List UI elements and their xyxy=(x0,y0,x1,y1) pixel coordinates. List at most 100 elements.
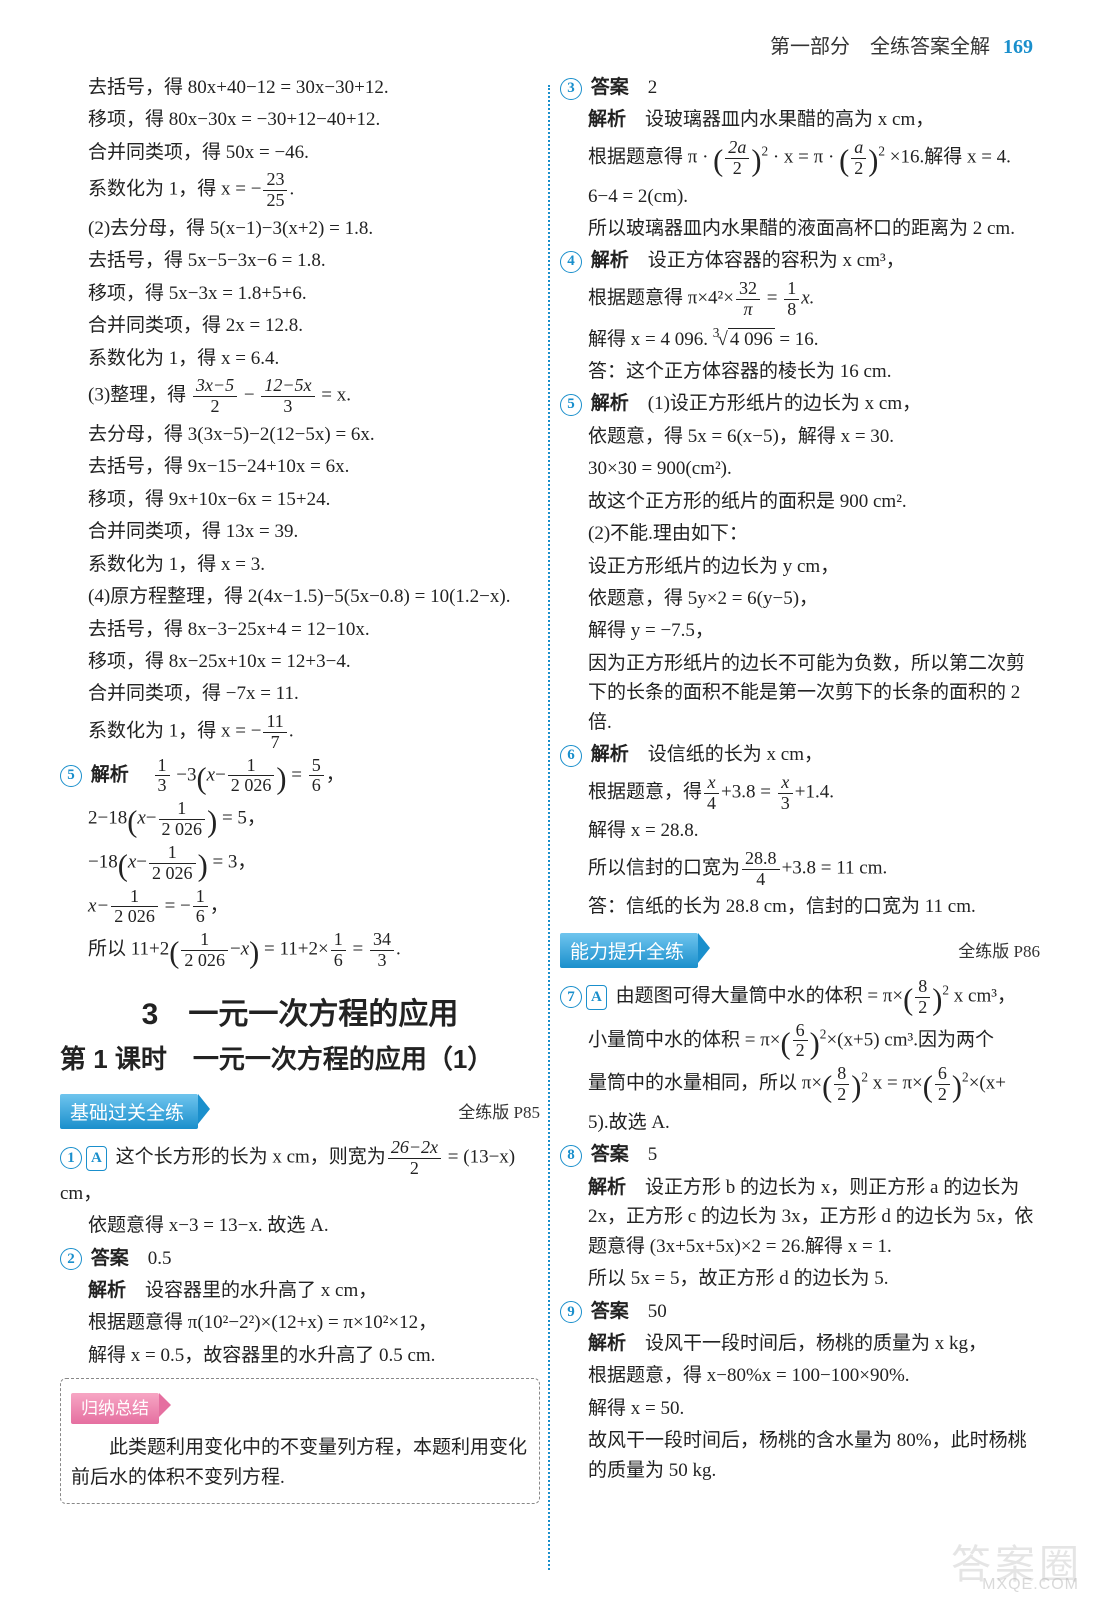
text-line: −18(x−12 026) = 3， xyxy=(60,843,540,884)
text-line: 根据题意得 π(10²−2²)×(12+x) = π×10²×12， xyxy=(60,1308,540,1337)
summary-box: 归纳总结 此类题利用变化中的不变量列方程，本题利用变化前后水的体积不变列方程. xyxy=(60,1378,540,1504)
page-ref: 全练版 P86 xyxy=(958,937,1040,962)
text-line: 所以玻璃器皿内水果醋的液面高杯口的距离为 2 cm. xyxy=(560,214,1040,243)
q7-line: 7A 由题图可得大量筒中水的体积 = π×(82)2 x cm³， xyxy=(560,977,1040,1018)
section-title: 3 一元一次方程的应用 xyxy=(60,989,540,1033)
keyword: 解析 xyxy=(591,744,629,765)
text-line: 系数化为 1，得 x = −117. xyxy=(60,712,540,753)
keyword: 答案 xyxy=(591,1301,629,1322)
question-number: 7 xyxy=(560,986,582,1008)
text-line: 所以信封的口宽为28.84+3.8 = 11 cm. xyxy=(560,849,1040,890)
text-line: 移项，得 5x−3x = 1.8+5+6. xyxy=(60,279,540,308)
question-number: 4 xyxy=(560,251,582,273)
text-line: 解得 x = 4 096. 3√4 096 = 16. xyxy=(560,323,1040,354)
text-line: 去分母，得 3(3x−5)−2(12−5x) = 6x. xyxy=(60,420,540,449)
question-number: 5 xyxy=(560,394,582,416)
text-line: 解析 设容器里的水升高了 x cm， xyxy=(60,1276,540,1305)
keyword: 答案 xyxy=(591,1144,629,1165)
page-body: 去括号，得 80x+40−12 = 30x−30+12. 移项，得 80x−30… xyxy=(0,0,1093,1600)
keyword: 解析 xyxy=(591,250,629,271)
q3-line: 3 答案 2 xyxy=(560,73,1040,102)
answer-choice: A xyxy=(86,1146,107,1171)
text-line: 答：这个正方体容器的棱长为 16 cm. xyxy=(560,357,1040,386)
text-line: (2)不能.理由如下： xyxy=(560,519,1040,548)
page-number: 169 xyxy=(1003,36,1033,58)
text-line: 移项，得 9x+10x−6x = 15+24. xyxy=(60,485,540,514)
text-line: 解析 设正方形 b 的边长为 x，则正方形 a 的边长为 2x，正方形 c 的边… xyxy=(560,1173,1040,1261)
text-line: 答：信纸的长为 28.8 cm，信封的口宽为 11 cm. xyxy=(560,892,1040,921)
text-line: 根据题意，得 x−80%x = 100−100×90%. xyxy=(560,1361,1040,1390)
text-line: 所以 11+2(12 026−x) = 11+2×16 = 343. xyxy=(60,930,540,971)
text-line: 合并同类项，得 −7x = 11. xyxy=(60,679,540,708)
text-line: 系数化为 1，得 x = 3. xyxy=(60,550,540,579)
chip-row: 基础过关全练 全练版 P85 xyxy=(60,1086,540,1135)
q2-line: 2 答案 0.5 xyxy=(60,1244,540,1273)
chip-ability: 能力提升全练 xyxy=(560,933,698,968)
text-line: (3)整理，得 3x−52 − 12−5x3 = x. xyxy=(60,376,540,417)
keyword: 解析 xyxy=(91,764,129,785)
answer-choice: A xyxy=(586,985,607,1010)
text-line: 根据题意得 π · (2a2)2 · x = π · (a2)2 ×16.解得 … xyxy=(560,138,1040,179)
text-line: 5).故选 A. xyxy=(560,1108,1040,1137)
keyword: 答案 xyxy=(591,77,629,98)
text-line: 2−18(x−12 026) = 5， xyxy=(60,799,540,840)
question-number: 3 xyxy=(560,78,582,100)
text-line: x−12 026 = −16， xyxy=(60,887,540,928)
lesson-title: 第 1 课时 一元一次方程的应用（1） xyxy=(60,1039,540,1076)
text-line: 解析 设玻璃器皿内水果醋的高为 x cm， xyxy=(560,105,1040,134)
text-line: 去括号，得 8x−3−25x+4 = 12−10x. xyxy=(60,615,540,644)
text-line: 去括号，得 9x−15−24+10x = 6x. xyxy=(60,452,540,481)
question-number: 2 xyxy=(60,1248,82,1270)
part-label: 第一部分 全练答案全解 xyxy=(770,36,990,58)
text-line: 去括号，得 5x−5−3x−6 = 1.8. xyxy=(60,246,540,275)
text-line: 根据题意得 π×4²×32π = 18x. xyxy=(560,279,1040,320)
q5-line: 5 解析 (1)设正方形纸片的边长为 x cm， xyxy=(560,389,1040,418)
q5-line: 5 解析 13 −3(x−12 026) = 56， xyxy=(60,756,540,797)
text-line: 解得 x = 0.5，故容器里的水升高了 0.5 cm. xyxy=(60,1341,540,1370)
text-line: 解得 x = 50. xyxy=(560,1394,1040,1423)
text-line: 30×30 = 900(cm²). xyxy=(560,454,1040,483)
column-divider xyxy=(548,85,550,1570)
text-line: 依题意得 x−3 = 13−x. 故选 A. xyxy=(60,1211,540,1240)
text-line: 解析 设风干一段时间后，杨桃的质量为 x kg， xyxy=(560,1329,1040,1358)
text-line: 系数化为 1，得 x = 6.4. xyxy=(60,344,540,373)
question-number: 5 xyxy=(60,765,82,787)
left-column: 去括号，得 80x+40−12 = 30x−30+12. 移项，得 80x−30… xyxy=(60,70,540,1580)
chip-basic: 基础过关全练 xyxy=(60,1094,198,1129)
text-line: 小量筒中水的体积 = π×(62)2×(x+5) cm³.因为两个 xyxy=(560,1021,1040,1062)
right-column: 3 答案 2 解析 设玻璃器皿内水果醋的高为 x cm， 根据题意得 π · (… xyxy=(560,70,1040,1580)
text-line: 故这个正方形的纸片的面积是 900 cm². xyxy=(560,487,1040,516)
keyword: 答案 xyxy=(91,1248,129,1269)
text-line: (4)原方程整理，得 2(4x−1.5)−5(5x−0.8) = 10(1.2−… xyxy=(60,582,540,611)
text-line: 系数化为 1，得 x = −2325. xyxy=(60,170,540,211)
text-line: 根据题意，得x4+3.8 = x3+1.4. xyxy=(560,773,1040,814)
question-number: 6 xyxy=(560,745,582,767)
text-line: 依题意，得 5x = 6(x−5)，解得 x = 30. xyxy=(560,422,1040,451)
text-line: 解得 y = −7.5， xyxy=(560,616,1040,645)
q4-line: 4 解析 设正方体容器的容积为 x cm³， xyxy=(560,246,1040,275)
text-line: 因为正方形纸片的边长不可能为负数，所以第二次剪下的长条的面积不能是第一次剪下的长… xyxy=(560,649,1040,737)
text-line: 移项，得 8x−25x+10x = 12+3−4. xyxy=(60,647,540,676)
question-number: 1 xyxy=(60,1147,82,1169)
text-line: 所以 5x = 5，故正方形 d 的边长为 5. xyxy=(560,1264,1040,1293)
text-line: (2)去分母，得 5(x−1)−3(x+2) = 1.8. xyxy=(60,214,540,243)
q1-line: 1A 这个长方形的长为 x cm，则宽为26−2x2 = (13−x) cm， xyxy=(60,1138,540,1208)
text-line: 6−4 = 2(cm). xyxy=(560,182,1040,211)
text-line: 量筒中的水量相同，所以 π×(82)2 x = π×(62)2×(x+ xyxy=(560,1064,1040,1105)
page-header: 第一部分 全练答案全解 169 xyxy=(770,30,1033,59)
q6-line: 6 解析 设信纸的长为 x cm， xyxy=(560,740,1040,769)
q8-line: 8 答案 5 xyxy=(560,1140,1040,1169)
chip-summary: 归纳总结 xyxy=(71,1393,159,1424)
summary-text: 此类题利用变化中的不变量列方程，本题利用变化前后水的体积不变列方程. xyxy=(71,1433,529,1492)
text-line: 移项，得 80x−30x = −30+12−40+12. xyxy=(60,105,540,134)
text-line: 合并同类项，得 2x = 12.8. xyxy=(60,311,540,340)
text-line: 合并同类项，得 50x = −46. xyxy=(60,138,540,167)
text-line: 依题意，得 5y×2 = 6(y−5)， xyxy=(560,584,1040,613)
text-line: 设正方形纸片的边长为 y cm， xyxy=(560,552,1040,581)
text-line: 去括号，得 80x+40−12 = 30x−30+12. xyxy=(60,73,540,102)
text-line: 解得 x = 28.8. xyxy=(560,816,1040,845)
text-line: 合并同类项，得 13x = 39. xyxy=(60,517,540,546)
text-line: 故风干一段时间后，杨桃的含水量为 80%，此时杨桃的质量为 50 kg. xyxy=(560,1426,1040,1485)
page-ref: 全练版 P85 xyxy=(458,1098,540,1123)
q9-line: 9 答案 50 xyxy=(560,1297,1040,1326)
